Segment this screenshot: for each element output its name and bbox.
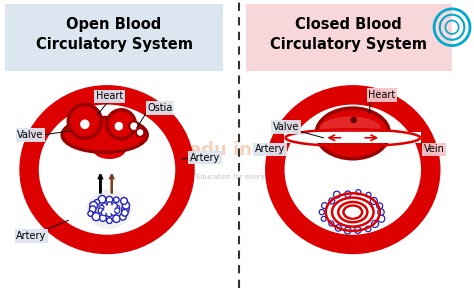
Circle shape (94, 200, 100, 205)
Text: Artery: Artery (16, 231, 46, 241)
Circle shape (68, 104, 101, 138)
Circle shape (100, 214, 106, 221)
Circle shape (136, 128, 145, 137)
Circle shape (110, 209, 117, 215)
Circle shape (102, 203, 107, 208)
Circle shape (111, 203, 117, 209)
Circle shape (107, 218, 112, 223)
Text: Vein: Vein (424, 144, 445, 154)
Ellipse shape (93, 140, 126, 159)
Ellipse shape (104, 205, 115, 214)
Circle shape (114, 197, 119, 203)
Circle shape (115, 122, 123, 131)
Circle shape (365, 226, 371, 232)
Circle shape (335, 225, 341, 231)
Text: Ostia: Ostia (147, 103, 173, 113)
Circle shape (350, 116, 357, 123)
Circle shape (378, 209, 384, 215)
Text: Artery: Artery (190, 152, 220, 163)
Text: Education for everyone: Education for everyone (196, 174, 278, 180)
Text: Heart: Heart (368, 90, 396, 100)
FancyBboxPatch shape (284, 132, 421, 143)
Circle shape (101, 210, 108, 216)
Circle shape (370, 197, 377, 205)
Ellipse shape (316, 108, 390, 159)
Circle shape (114, 205, 120, 211)
Circle shape (129, 121, 139, 131)
Circle shape (378, 215, 385, 222)
Circle shape (80, 119, 90, 129)
Circle shape (121, 198, 128, 205)
Circle shape (98, 208, 103, 213)
Text: Valve: Valve (17, 130, 44, 140)
Circle shape (107, 202, 112, 207)
Text: Open Blood
Circulatory System: Open Blood Circulatory System (36, 17, 192, 52)
Circle shape (366, 192, 371, 197)
Circle shape (377, 203, 383, 209)
Text: Heart: Heart (96, 91, 123, 101)
Circle shape (345, 191, 351, 197)
Circle shape (121, 210, 128, 216)
Circle shape (90, 206, 96, 212)
Circle shape (122, 205, 129, 213)
Circle shape (322, 203, 328, 209)
Circle shape (122, 202, 129, 209)
FancyBboxPatch shape (246, 4, 452, 71)
Ellipse shape (345, 207, 360, 217)
Circle shape (99, 205, 104, 210)
Ellipse shape (319, 116, 381, 141)
Circle shape (106, 210, 112, 217)
Circle shape (113, 215, 120, 222)
Text: edu inout: edu inout (189, 141, 285, 159)
Ellipse shape (87, 189, 132, 229)
Ellipse shape (284, 103, 421, 236)
Circle shape (334, 191, 340, 198)
FancyArrow shape (99, 175, 102, 193)
Circle shape (321, 217, 326, 221)
Text: Valve: Valve (273, 122, 299, 132)
Circle shape (90, 202, 98, 210)
Circle shape (329, 221, 334, 226)
Circle shape (319, 210, 324, 215)
Circle shape (372, 220, 379, 228)
Circle shape (329, 198, 335, 204)
Circle shape (106, 196, 113, 203)
Circle shape (356, 190, 361, 195)
Circle shape (88, 211, 93, 216)
Circle shape (119, 214, 126, 220)
Circle shape (107, 110, 136, 139)
Circle shape (115, 208, 120, 213)
Circle shape (355, 227, 361, 233)
FancyArrow shape (110, 175, 113, 193)
Text: Closed Blood
Circulatory System: Closed Blood Circulatory System (270, 17, 427, 52)
FancyBboxPatch shape (5, 4, 223, 71)
Circle shape (344, 227, 351, 234)
Ellipse shape (38, 103, 175, 236)
Circle shape (98, 196, 106, 203)
Circle shape (92, 213, 100, 221)
Text: Artery: Artery (255, 144, 285, 154)
Ellipse shape (76, 127, 147, 148)
Ellipse shape (62, 118, 147, 152)
